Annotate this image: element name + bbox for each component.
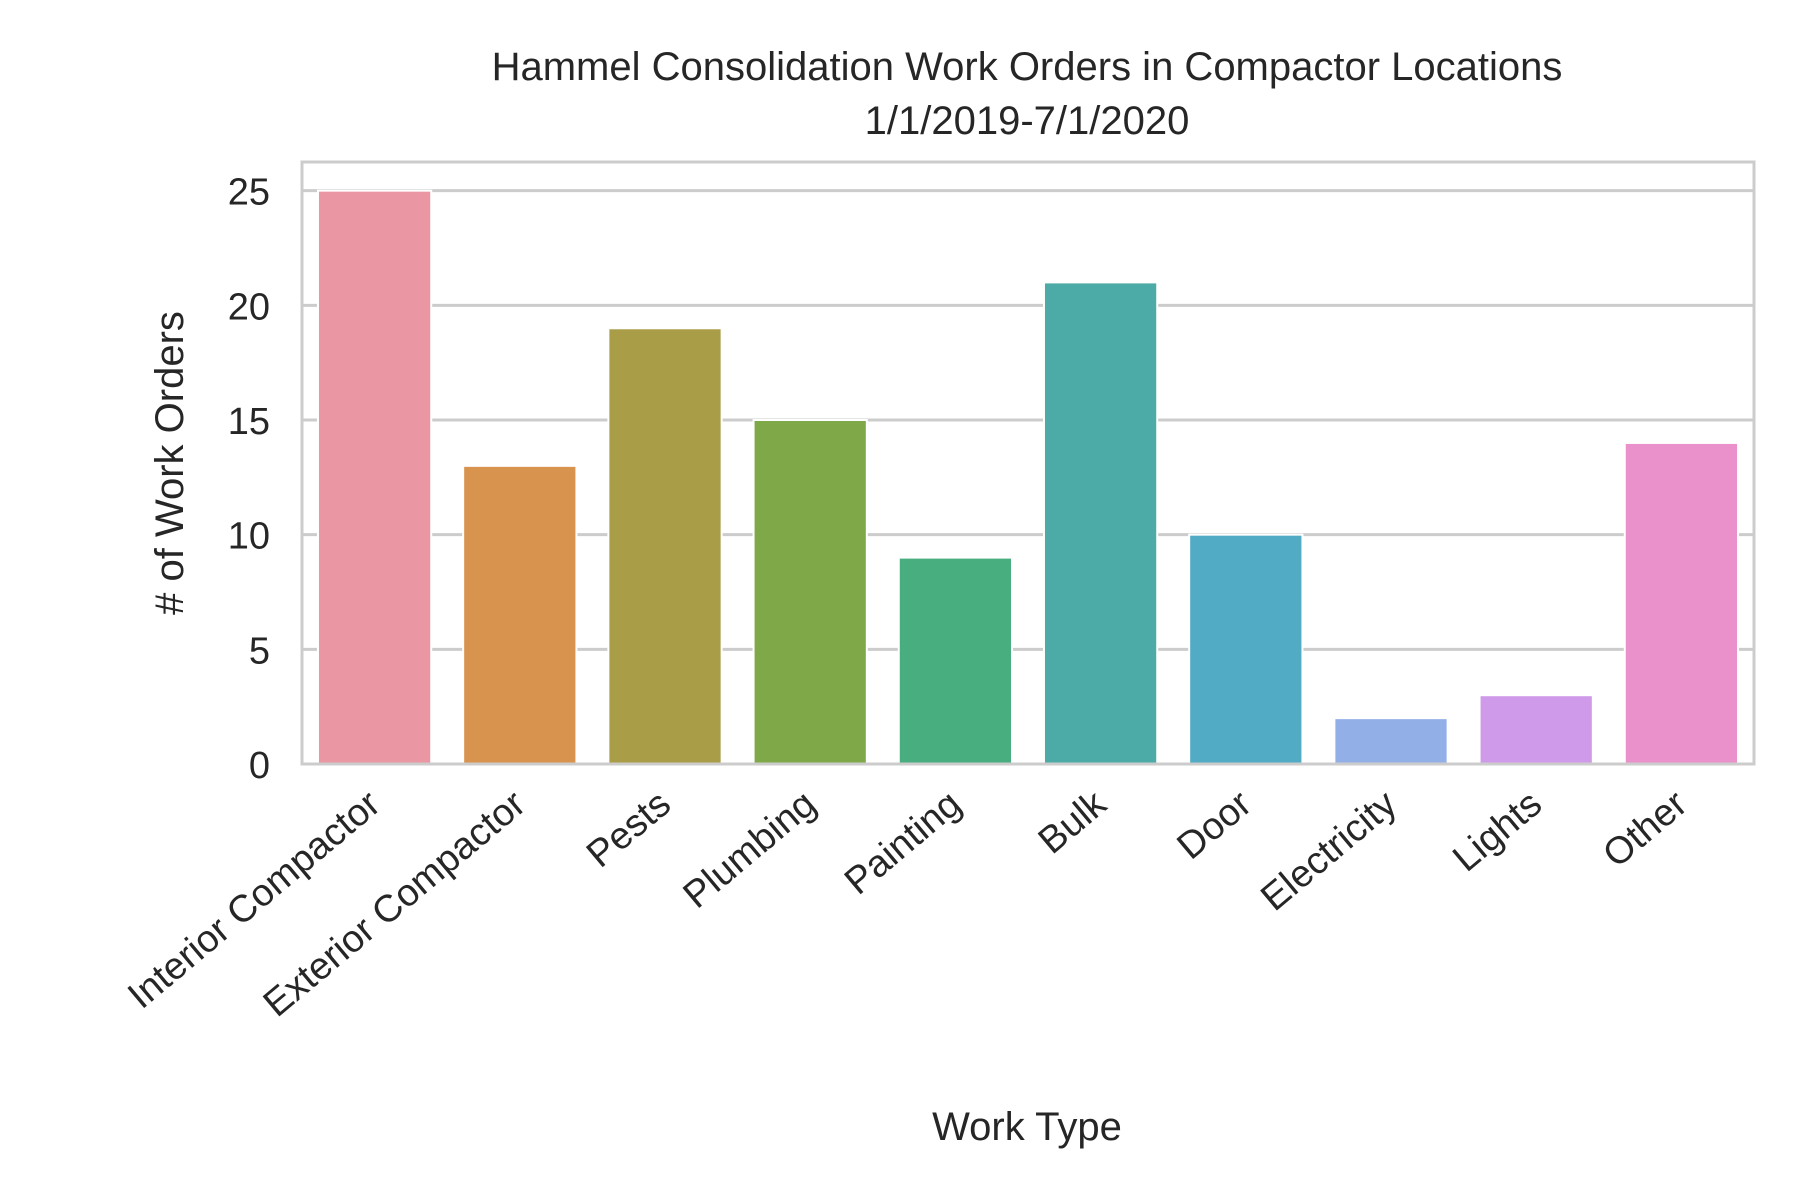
x-tick-label: Door — [1169, 783, 1259, 868]
x-tick-label: Other — [1595, 783, 1695, 876]
x-tick-label: Painting — [837, 783, 969, 903]
bar-bulk — [1042, 281, 1159, 765]
bar-painting — [897, 556, 1014, 765]
y-tick-label: 20 — [228, 286, 270, 328]
x-axis-label: Work Type — [932, 1105, 1122, 1149]
x-tick-label: Exterior Compactor — [256, 783, 534, 1026]
chart-subtitle: 1/1/2019-7/1/2020 — [865, 99, 1190, 143]
x-tick-label: Bulk — [1031, 782, 1115, 862]
x-tick-label: Plumbing — [676, 783, 824, 917]
bar-lights — [1478, 694, 1594, 766]
bar-exterior-compactor — [462, 464, 578, 765]
y-tick-label: 10 — [228, 516, 270, 558]
bar-other — [1623, 441, 1740, 765]
x-tick-label: Interior Compactor — [120, 783, 388, 1018]
bar-plumbing — [752, 419, 868, 765]
y-axis-label: # of Work Orders — [148, 311, 192, 615]
bar-door — [1188, 533, 1304, 766]
x-tick-label: Lights — [1445, 783, 1550, 880]
chart-title: Hammel Consolidation Work Orders in Comp… — [492, 45, 1563, 89]
plot-frame — [300, 160, 1756, 766]
bars — [316, 189, 1740, 766]
y-tick-label: 25 — [228, 172, 270, 214]
bar-electricity — [1333, 717, 1449, 766]
x-tick-label: Electricity — [1253, 783, 1405, 920]
y-tick-label: 5 — [249, 630, 270, 672]
y-tick-label: 15 — [228, 401, 270, 443]
y-tick-labels: 0 5 10 15 20 25 — [228, 172, 270, 787]
x-tick-label: Pests — [579, 783, 679, 876]
y-tick-label: 0 — [249, 745, 270, 787]
bar-interior-compactor — [316, 189, 433, 765]
bar-pests — [607, 327, 723, 765]
